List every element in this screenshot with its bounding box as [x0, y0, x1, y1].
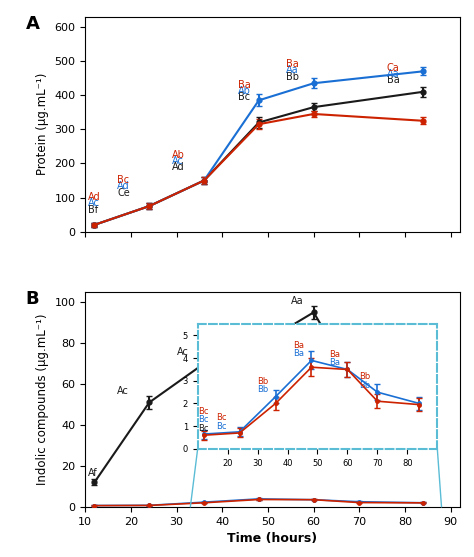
Text: Ba: Ba: [238, 80, 251, 90]
Text: Ad: Ad: [117, 182, 130, 192]
Text: Ad: Ad: [396, 374, 409, 384]
Text: Ba: Ba: [286, 59, 299, 69]
Text: Ab: Ab: [238, 86, 251, 96]
Text: Ca: Ca: [387, 63, 400, 72]
Text: Ad: Ad: [88, 192, 100, 202]
Text: Aa: Aa: [291, 296, 303, 306]
Y-axis label: Indolic compounds (μg.mL⁻¹): Indolic compounds (μg.mL⁻¹): [36, 314, 49, 485]
Text: Ac: Ac: [172, 156, 184, 166]
Text: Bc: Bc: [238, 92, 250, 102]
Text: Aa: Aa: [387, 69, 399, 79]
X-axis label: Time (hours): Time (hours): [228, 532, 318, 545]
Text: Ac: Ac: [88, 198, 100, 208]
Y-axis label: Protein (μg.mL⁻¹): Protein (μg.mL⁻¹): [36, 73, 49, 175]
Text: Bb: Bb: [286, 71, 299, 81]
Text: Af: Af: [88, 468, 97, 478]
Text: Ab: Ab: [172, 150, 185, 160]
Text: Aa: Aa: [286, 65, 299, 75]
Text: Ab: Ab: [231, 329, 244, 339]
Text: Ba: Ba: [387, 75, 400, 85]
Text: Ad: Ad: [172, 162, 185, 172]
Text: Bf: Bf: [88, 204, 98, 214]
Text: Ac: Ac: [177, 348, 189, 358]
Text: Ce: Ce: [117, 188, 130, 198]
Text: Bc: Bc: [117, 175, 129, 185]
Text: B: B: [26, 290, 39, 307]
Text: Ac: Ac: [117, 387, 129, 397]
Text: A: A: [26, 14, 39, 32]
